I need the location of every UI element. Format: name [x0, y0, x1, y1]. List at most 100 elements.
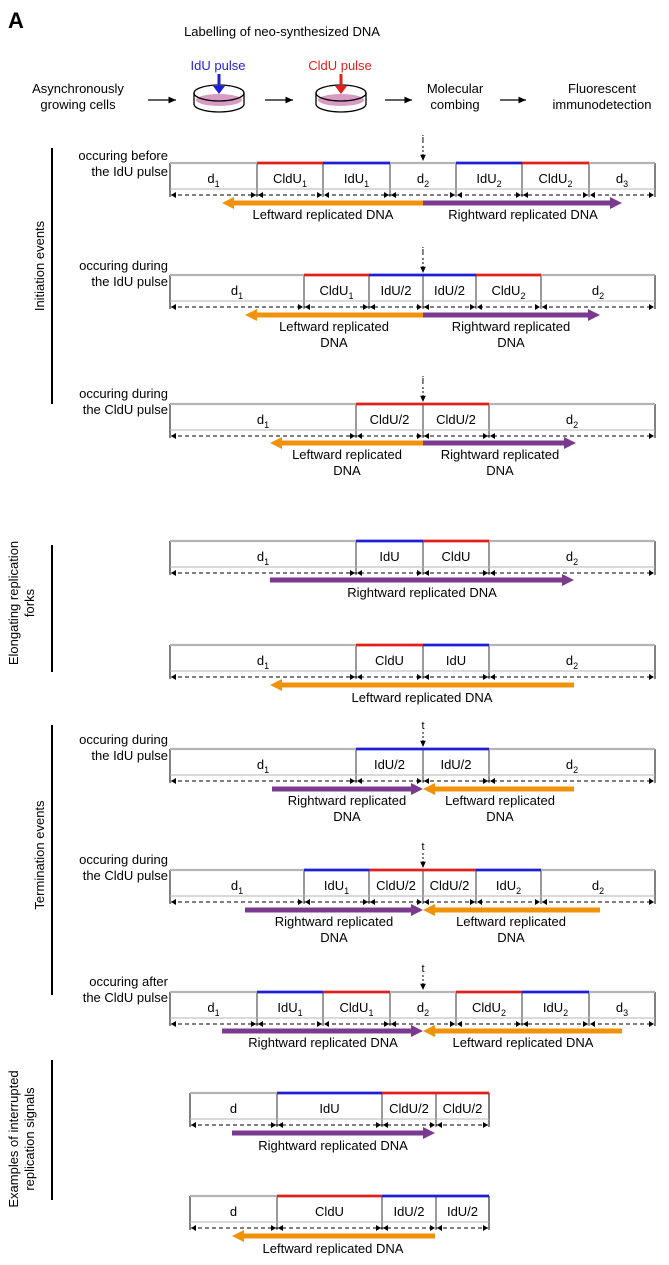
step-detect-line1: Fluorescent [568, 81, 636, 96]
fiber-row-r2: d1 CldU1 IdU/2 IdU/2 CldU2 d2 i Leftward replic… [169, 246, 656, 350]
caption-r1-line1: occuring before [78, 148, 168, 163]
segment-label: d1 [207, 1000, 219, 1018]
segment-label: CldU [375, 653, 404, 668]
origin-marker: i [422, 375, 424, 387]
leftward-arrow [232, 1230, 435, 1242]
leftward-arrow [270, 679, 574, 691]
rightward-label: Rightward replicated DNA [258, 1138, 408, 1153]
segment-label: d2 [566, 549, 578, 567]
segment-label: CldU/2 [436, 412, 476, 427]
rightward-arrow [232, 1127, 435, 1139]
fiber-rows: d1 CldU1 IdU1 d2 IdU2 CldU2 d3 i Leftward replic… [169, 134, 656, 1256]
rightward-label: Rightward replicated [288, 793, 407, 808]
terminus-marker: t [421, 963, 424, 975]
caption-r2-line1: occuring during [79, 258, 168, 273]
segment-label: IdU/2 [393, 1204, 424, 1219]
segment-label: d2 [592, 878, 604, 896]
segment-label: d1 [257, 412, 269, 430]
caption-r1-line2: the IdU pulse [91, 164, 168, 179]
segment-label: d1 [207, 171, 219, 189]
segment-label: CldU [442, 549, 471, 564]
segment-label: d1 [231, 283, 243, 301]
leftward-label: Leftward replicated [279, 319, 389, 334]
culture-dish-icon [315, 74, 367, 113]
caption-r6-line1: occuring during [79, 732, 168, 747]
group-labels: Initiation events Elongating replication… [6, 148, 53, 1208]
segment-label: CldU/2 [389, 1101, 429, 1116]
rightward-arrow [272, 783, 423, 795]
leftward-label: Leftward replicated [456, 914, 566, 929]
segment-label: d1 [257, 549, 269, 567]
origin-marker: i [422, 134, 424, 146]
rightward-arrow [245, 904, 423, 916]
segment-label: d3 [616, 1000, 628, 1018]
rightward-arrow [270, 574, 574, 586]
rightward-label: Rightward replicated [275, 914, 394, 929]
leftward-arrow [423, 1025, 622, 1037]
workflow-header: Labelling of neo-synthesized DNA IdU pul… [32, 24, 652, 113]
cldu-pulse-label: CldU pulse [308, 58, 372, 73]
leftward-label: Leftward replicated DNA [263, 1241, 404, 1256]
leftward-label: DNA [333, 463, 361, 478]
step-combing-line2: combing [430, 97, 479, 112]
segment-label: CldU/2 [430, 878, 470, 893]
rightward-label: Rightward replicated [441, 447, 560, 462]
panel-letter: A [8, 8, 24, 33]
segment-label: IdU [446, 653, 466, 668]
segment-label: d2 [592, 283, 604, 301]
rightward-label: DNA [333, 809, 361, 824]
group-elongating-line2: forks [22, 588, 37, 617]
group-interrupted-line2: replication signals [22, 1087, 37, 1191]
leftward-label: DNA [486, 809, 514, 824]
caption-r3-line1: occuring during [79, 386, 168, 401]
segment-label: d [230, 1101, 237, 1116]
terminus-marker: t [421, 720, 424, 732]
group-elongating-line1: Elongating replication [6, 541, 21, 665]
row-captions: occuring before the IdU pulse occuring d… [78, 148, 168, 1005]
fiber-row-r9: d IdU CldU/2 CldU/2 Rightward replicated DNA [189, 1091, 490, 1153]
segment-label: d [230, 1204, 237, 1219]
leftward-arrow [222, 197, 423, 209]
fiber-row-r5: d1 CldU IdU d2 Leftward replicated DNA [169, 643, 656, 705]
leftward-label: Leftward replicated DNA [352, 690, 493, 705]
segment-label: IdU/2 [374, 757, 405, 772]
leftward-label: Leftward replicated DNA [253, 207, 394, 222]
segment-label: d2 [566, 412, 578, 430]
origin-marker: i [422, 246, 424, 258]
rightward-label: DNA [320, 930, 348, 945]
segment-label: d2 [417, 1000, 429, 1018]
leftward-label: Leftward replicated [292, 447, 402, 462]
rightward-label: Rightward replicated DNA [248, 1035, 398, 1050]
step-combing-line1: Molecular [427, 81, 484, 96]
fiber-row-r8: d1 IdU1 CldU1 d2 CldU2 IdU2 d3 t Rightward repli… [169, 963, 656, 1050]
step-cells-line2: growing cells [40, 97, 116, 112]
leftward-arrow [423, 904, 600, 916]
segment-label: d2 [566, 757, 578, 775]
leftward-label: DNA [497, 930, 525, 945]
segment-label: IdU [319, 1101, 339, 1116]
caption-r8-line1: occuring after [89, 974, 168, 989]
segment-label: d2 [566, 653, 578, 671]
group-termination: Termination events [32, 800, 47, 910]
fiber-row-r10: d CldU IdU/2 IdU/2 Leftward replicated DNA [189, 1194, 490, 1256]
rightward-arrow [423, 437, 576, 449]
caption-r3-line2: the CldU pulse [83, 402, 168, 417]
caption-r7-line2: the CldU pulse [83, 868, 168, 883]
segment-label: d3 [616, 171, 628, 189]
group-interrupted-line1: Examples of interrupted [6, 1070, 21, 1207]
caption-r6-line2: the IdU pulse [91, 748, 168, 763]
segment-label: IdU/2 [380, 283, 411, 298]
segment-label: CldU1 [320, 283, 354, 301]
leftward-arrow [245, 309, 423, 321]
leftward-label: Leftward replicated [445, 793, 555, 808]
leftward-arrow [270, 437, 423, 449]
step-cells-line1: Asynchronously [32, 81, 124, 96]
leftward-label: Leftward replicated DNA [453, 1035, 594, 1050]
leftward-label: DNA [320, 335, 348, 350]
terminus-marker: t [421, 841, 424, 853]
idu-pulse-label: IdU pulse [191, 58, 246, 73]
fiber-row-r4: d1 IdU CldU d2 Rightward replicated DNA [169, 539, 656, 600]
